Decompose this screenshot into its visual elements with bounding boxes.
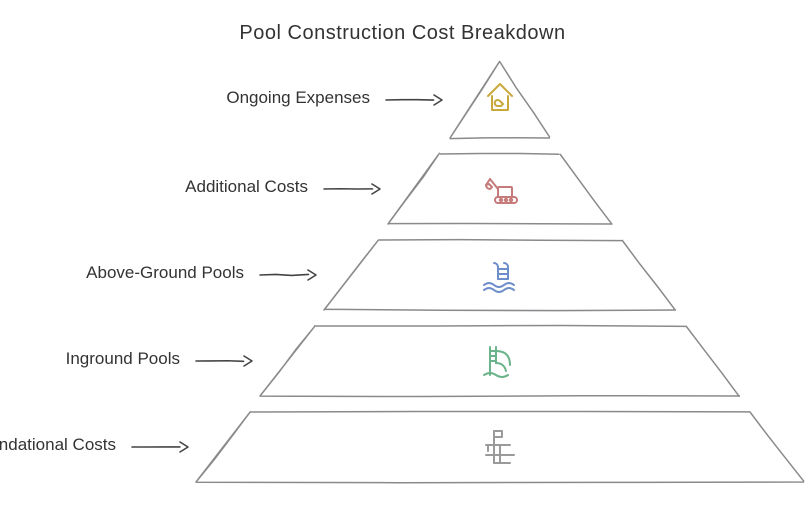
page-title: Pool Construction Cost Breakdown <box>0 0 805 45</box>
arrow-above-ground <box>258 268 318 282</box>
pyramid-tier-additional <box>384 152 616 226</box>
arrow-additional <box>322 182 382 196</box>
tier-label-ongoing: Ongoing Expenses <box>226 88 370 108</box>
pyramid-tier-foundational <box>192 410 805 484</box>
pyramid-tier-inground <box>256 324 744 398</box>
tier-label-foundational: Foundational Costs <box>0 435 116 455</box>
tier-label-above-ground: Above-Ground Pools <box>86 263 244 283</box>
pyramid-tier-above-ground <box>320 238 680 312</box>
arrow-ongoing <box>384 93 444 107</box>
tier-label-additional: Additional Costs <box>185 177 308 197</box>
arrow-foundational <box>130 440 190 454</box>
arrow-inground <box>194 354 254 368</box>
tier-label-inground: Inground Pools <box>66 349 180 369</box>
pyramid-tier-ongoing <box>446 60 554 140</box>
pyramid-diagram: Ongoing Expenses Additional Costs Above-Gr… <box>0 60 805 520</box>
